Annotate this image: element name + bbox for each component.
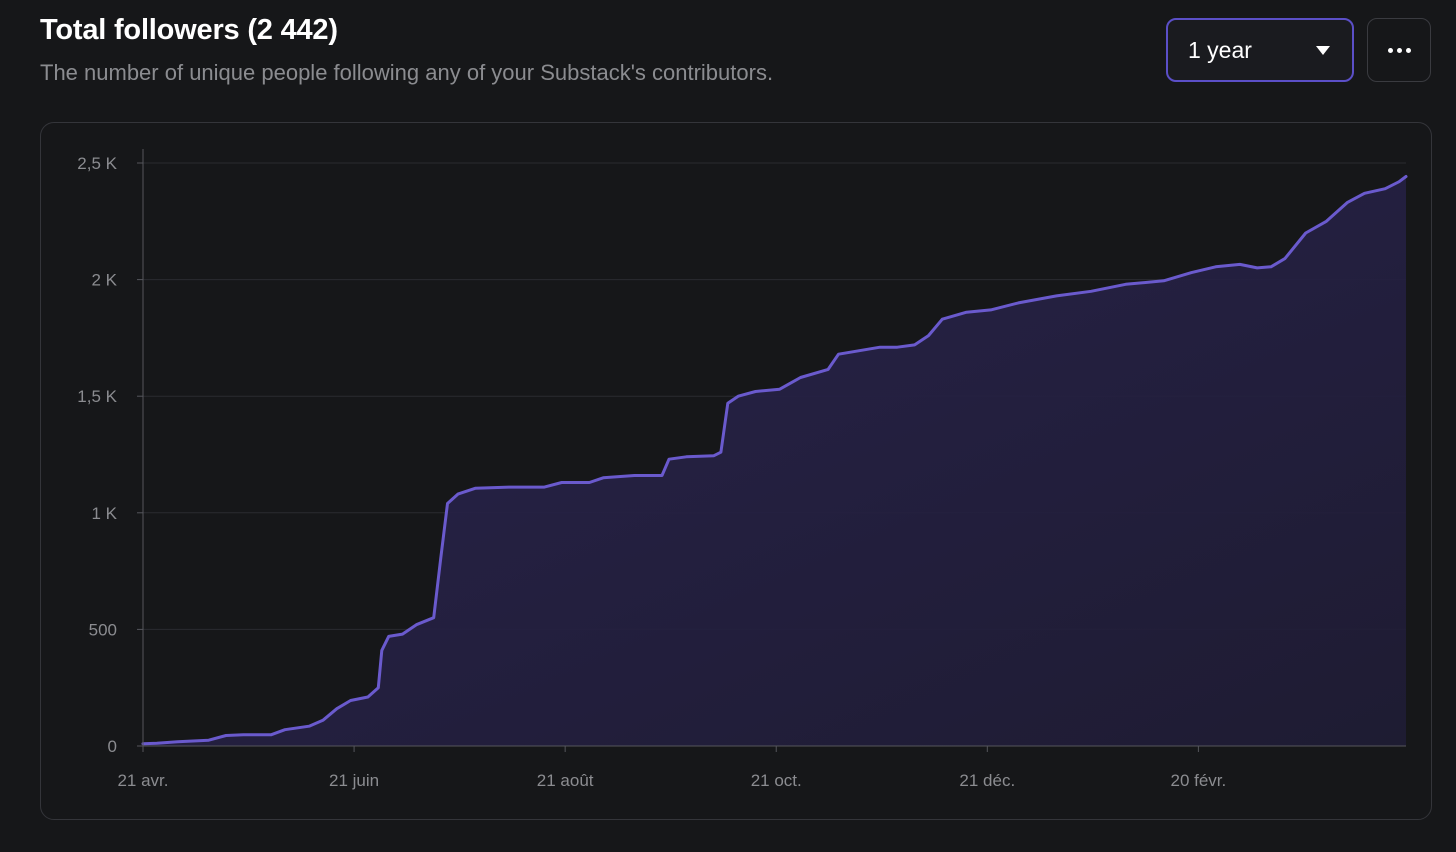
time-range-label: 1 year [1188, 36, 1252, 63]
y-tick-label: 1,5 K [77, 387, 117, 406]
y-tick-label: 2,5 K [77, 154, 117, 173]
caret-down-icon [1316, 45, 1330, 55]
followers-chart: 0 500 1 K 1,5 K 2 K 2,5 K 21 avr. 21 juin 21 aoû… [77, 149, 1408, 790]
x-tick-label: 21 juin [329, 771, 379, 790]
series-area [143, 176, 1406, 746]
y-tick-label: 0 [108, 737, 117, 756]
page-title: Total followers (2 442) [40, 14, 338, 46]
more-horizontal-icon [1387, 47, 1411, 53]
y-tick-label: 500 [89, 620, 117, 639]
more-options-button[interactable] [1367, 18, 1431, 82]
x-tick-label: 21 avr. [117, 771, 168, 790]
chart-card: 0 500 1 K 1,5 K 2 K 2,5 K 21 avr. 21 juin 21 aoû… [40, 122, 1432, 820]
time-range-select[interactable]: 1 year [1166, 18, 1354, 82]
x-tick-label: 21 oct. [751, 771, 802, 790]
series-line [141, 175, 1408, 746]
x-tick-label: 21 août [537, 771, 594, 790]
x-tick-label: 21 déc. [959, 771, 1015, 790]
y-tick-label: 1 K [91, 504, 117, 523]
y-tick-label: 2 K [91, 271, 117, 290]
x-tick-label: 20 févr. [1171, 771, 1227, 790]
page-subtitle: The number of unique people following an… [40, 60, 774, 85]
